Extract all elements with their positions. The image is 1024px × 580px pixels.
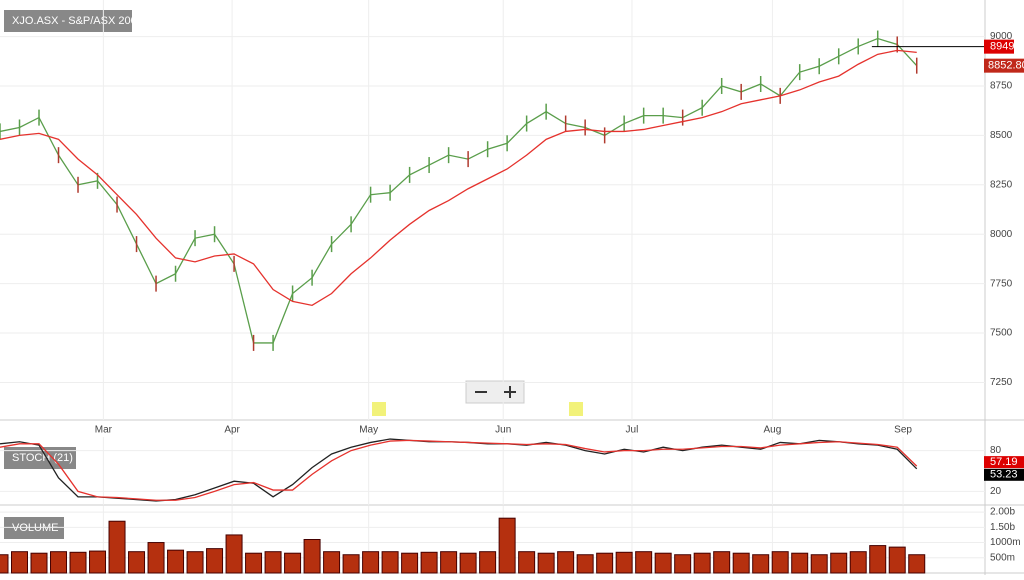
- volume-bar: [108, 520, 126, 574]
- chart-title: XJO.ASX - S&P/ASX 200: [12, 15, 137, 27]
- volume-bar: [30, 552, 48, 574]
- x-tick-label: Jun: [495, 425, 511, 436]
- price-level-label: 8949: [990, 41, 1014, 53]
- volume-bar: [264, 551, 282, 574]
- volume-bar: [0, 554, 9, 574]
- y-tick-label: 500m: [990, 552, 1015, 563]
- y-tick-label: 8500: [990, 130, 1013, 141]
- volume-title-box: [4, 517, 64, 539]
- volume-bar: [498, 517, 516, 574]
- series-line: [0, 439, 918, 501]
- volume-bar: [50, 551, 68, 574]
- volume-bar: [888, 546, 906, 574]
- volume-bar: [791, 552, 809, 574]
- y-tick-label: 7500: [990, 328, 1013, 339]
- y-tick-label: 8750: [990, 81, 1013, 92]
- y-tick-label: 9000: [990, 31, 1013, 42]
- volume-bar: [284, 552, 302, 574]
- volume-bar: [849, 551, 867, 574]
- volume-bar: [713, 551, 731, 574]
- volume-bar: [206, 548, 224, 574]
- volume-bar: [420, 551, 438, 574]
- volume-bar: [167, 549, 185, 574]
- y-tick-label: 7250: [990, 377, 1013, 388]
- value-tag: [984, 456, 1024, 469]
- volume-bar: [440, 551, 458, 574]
- x-tick-label: Mar: [95, 425, 113, 436]
- volume-bar: [654, 552, 672, 574]
- y-tick-label: 8000: [990, 229, 1013, 240]
- volume-bar: [869, 545, 887, 574]
- value-tag-label: 57.19: [990, 456, 1018, 468]
- zoom-controls[interactable]: [465, 380, 525, 404]
- value-tag: [984, 468, 1024, 481]
- volume-bar: [557, 551, 575, 574]
- price-level-tag: [984, 39, 1014, 54]
- volume-bar: [342, 554, 360, 574]
- x-tick-label: Sep: [894, 425, 912, 436]
- volume-bar: [635, 551, 653, 574]
- volume-bar: [225, 534, 243, 574]
- volume-bar: [69, 551, 87, 574]
- x-tick-label: Aug: [763, 425, 781, 436]
- title-box: [4, 10, 132, 32]
- volume-title: VOLUME: [12, 522, 58, 534]
- annotation-icon[interactable]: [569, 402, 583, 416]
- volume-bar: [323, 551, 341, 574]
- volume-bar: [381, 551, 399, 574]
- volume-bar: [674, 554, 692, 574]
- series-line: [0, 37, 918, 344]
- volume-bar: [89, 550, 107, 574]
- last-price-label: 8852.800: [988, 60, 1024, 72]
- volume-bar: [147, 542, 165, 574]
- volume-bar: [245, 552, 263, 574]
- volume-bar: [479, 551, 497, 574]
- volume-bar: [128, 551, 146, 574]
- x-tick-label: Apr: [224, 425, 240, 436]
- last-price-tag: [984, 58, 1024, 73]
- volume-bar: [771, 551, 789, 574]
- y-tick-label: 1.50b: [990, 522, 1015, 533]
- volume-bar: [732, 552, 750, 574]
- y-tick-label: 20: [990, 486, 1002, 497]
- x-tick-label: May: [359, 425, 378, 436]
- y-tick-label: 1000m: [990, 537, 1021, 548]
- volume-bar: [810, 554, 828, 574]
- volume-bar: [752, 554, 770, 574]
- y-tick-label: 8250: [990, 179, 1013, 190]
- volume-bar: [576, 554, 594, 574]
- annotation-icon[interactable]: [372, 402, 386, 416]
- volume-bar: [362, 551, 380, 574]
- volume-bar: [596, 552, 614, 574]
- y-tick-label: 7750: [990, 278, 1013, 289]
- y-tick-label: 2.00b: [990, 507, 1015, 518]
- volume-bar: [830, 552, 848, 574]
- x-tick-label: Jul: [626, 425, 639, 436]
- volume-bar: [11, 551, 29, 574]
- volume-bar: [693, 552, 711, 574]
- volume-bar: [615, 551, 633, 574]
- volume-bar: [908, 554, 926, 574]
- series-line: [0, 49, 917, 307]
- y-tick-label: 80: [990, 445, 1002, 456]
- volume-bar: [518, 551, 536, 574]
- volume-bar: [401, 552, 419, 574]
- value-tag-label: 53.23: [990, 469, 1018, 481]
- volume-bar: [303, 539, 321, 574]
- volume-bar: [459, 552, 477, 574]
- stoch-title: STOCH (21): [12, 452, 73, 464]
- volume-bar: [537, 552, 555, 574]
- volume-bar: [186, 551, 204, 574]
